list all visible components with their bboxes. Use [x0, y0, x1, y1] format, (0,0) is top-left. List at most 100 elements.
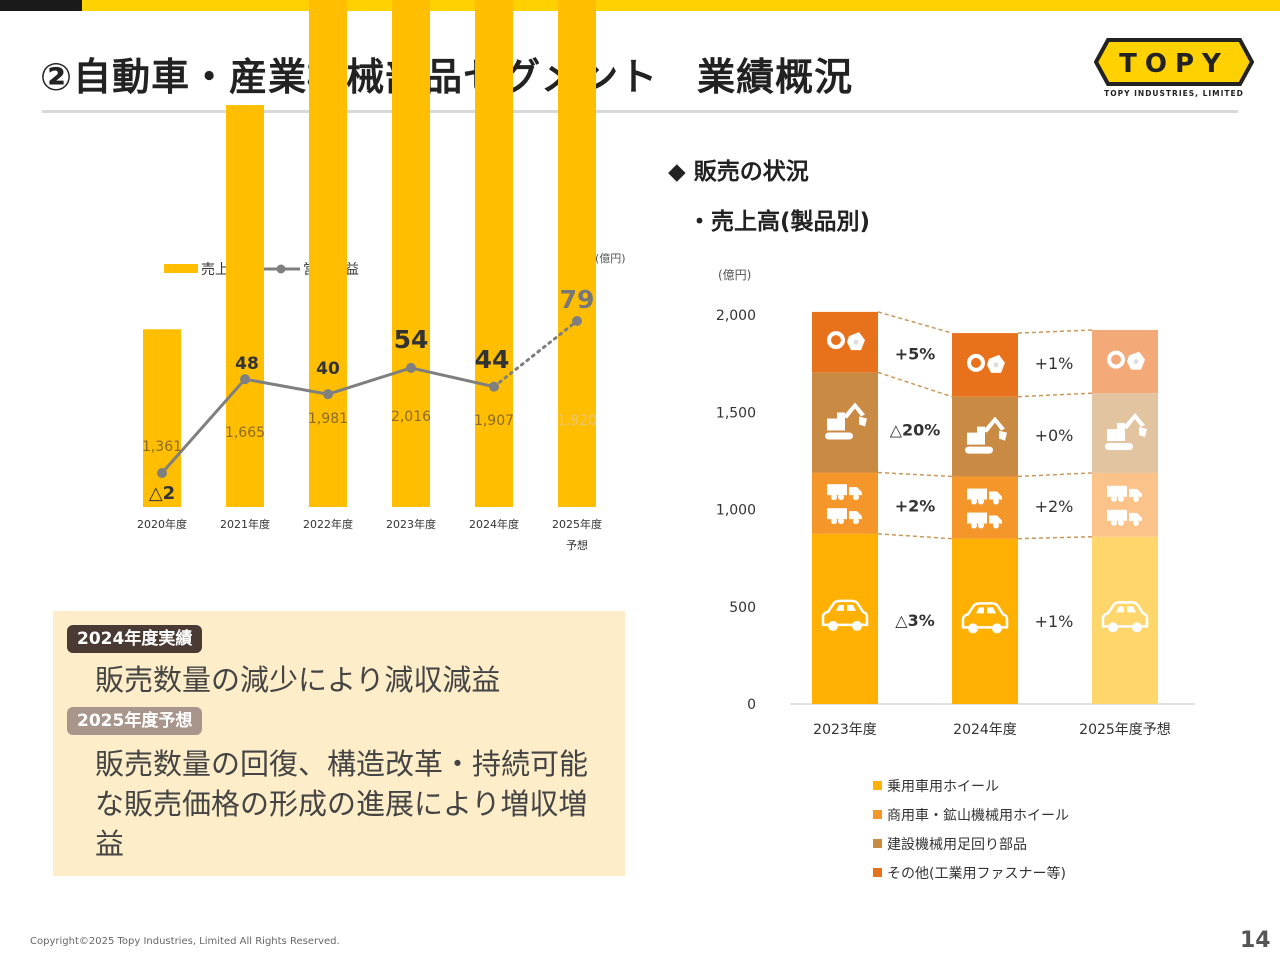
- excavator-icon: [1105, 413, 1147, 451]
- x-tick-label: 2020年度: [137, 517, 187, 531]
- income-data-label: △2: [149, 483, 175, 504]
- legend-label: 乗用車用ホイール: [887, 778, 999, 795]
- truck-icon: [967, 488, 1002, 529]
- fastener-icon: [1107, 350, 1145, 370]
- stack-segment: [1092, 329, 1158, 394]
- car-icon: [1101, 601, 1149, 633]
- y-tick-label: 0: [747, 697, 756, 713]
- top-bar-yellow: [82, 0, 1280, 11]
- top-bar-black: [0, 0, 82, 11]
- sales-data-label: 1,361: [142, 439, 182, 455]
- fastener-icon: [967, 353, 1005, 373]
- x-tick-label: 2023年度: [813, 722, 877, 738]
- x-tick-label: 2025年度予想: [1079, 722, 1171, 738]
- stack-segment: [1092, 472, 1158, 537]
- car-icon: [821, 599, 869, 631]
- income-point: [489, 381, 499, 392]
- connector-line: [877, 371, 953, 398]
- summary-box: 2024年度実績 販売数量の減少により減収減益 2025年度予想 販売数量の回復…: [53, 611, 625, 876]
- change-label: +0%: [1035, 426, 1074, 445]
- legend-swatch: [873, 781, 882, 790]
- sales-data-label: 1,981: [308, 411, 348, 427]
- sales-bar: [475, 0, 513, 507]
- x-tick-label: 2021年度: [220, 517, 270, 531]
- legend-income-marker: [276, 264, 286, 274]
- change-label: △3%: [895, 611, 934, 630]
- connector-line: [1017, 329, 1093, 334]
- svg-text:TOPY: TOPY: [1119, 49, 1229, 79]
- income-data-label: 54: [394, 325, 429, 354]
- section-subheading: ・売上高(製品別): [688, 209, 871, 235]
- change-label: +1%: [1035, 354, 1074, 373]
- legend-label: 商用車・鉱山機械用ホイール: [887, 807, 1069, 824]
- change-label: +2%: [1035, 497, 1074, 516]
- product-sales-stacked-chart: (億円) 0 500 1,000 1,500 2,000 2023年度 2024年度 2025年…: [716, 268, 1195, 882]
- forecast-text: 販売数量の回復、構造改革・持続可能な販売価格の形成の進展により増収増益: [95, 747, 589, 861]
- sales-bar: [558, 0, 596, 507]
- income-data-label: 40: [316, 359, 340, 379]
- change-label: +5%: [895, 345, 936, 364]
- x-tick-label: 2024年度: [953, 722, 1017, 738]
- stack-segment: [812, 311, 878, 373]
- income-point: [323, 389, 333, 400]
- change-label: △20%: [890, 421, 941, 440]
- sales-bar: [309, 0, 347, 507]
- income-point: [240, 374, 250, 385]
- copyright-text: Copyright©2025 Topy Industries, Limited …: [30, 936, 340, 947]
- legend-label: 建設機械用足回り部品: [887, 837, 1027, 853]
- sales-data-label: 2,016: [391, 409, 431, 425]
- excavator-icon: [965, 416, 1007, 454]
- change-label: +1%: [1035, 612, 1074, 631]
- svg-text:TOPY INDUSTRIES, LIMITED: TOPY INDUSTRIES, LIMITED: [1104, 89, 1244, 98]
- income-point: [406, 362, 416, 373]
- connector-line: [877, 533, 953, 540]
- income-point: [572, 316, 582, 326]
- connector-line: [1017, 535, 1093, 540]
- forecast-tag: 2025年度予想: [67, 707, 203, 735]
- x-tick-label: 2024年度: [469, 517, 519, 531]
- actual-tag: 2024年度実績: [67, 625, 203, 653]
- change-label: +2%: [895, 496, 936, 515]
- sales-data-label: 1,920: [557, 413, 597, 429]
- x-tick-label: 2022年度: [303, 517, 353, 531]
- income-data-label: 79: [560, 285, 595, 314]
- sales-bar: [143, 329, 181, 507]
- legend-swatch: [873, 868, 882, 877]
- connector-line: [877, 311, 953, 334]
- section-heading: ◆ 販売の状況: [668, 159, 809, 185]
- stack-segment: [952, 476, 1018, 539]
- y-tick-label: 2,000: [716, 308, 756, 324]
- topy-logo: TOPY TOPY INDUSTRIES, LIMITED: [1094, 38, 1254, 98]
- truck-icon: [827, 484, 862, 525]
- fastener-icon: [827, 331, 865, 351]
- legend-swatch: [873, 839, 882, 848]
- legend-sales-swatch: [164, 264, 198, 273]
- connector-line: [877, 471, 953, 478]
- x-tick-label: 2023年度: [386, 517, 436, 531]
- y-tick-label: 1,000: [716, 503, 756, 519]
- income-data-label: 48: [235, 354, 259, 374]
- actual-text: 販売数量の減少により減収減益: [95, 663, 501, 697]
- page-title: ②自動車・産業機械部品セグメント 業績概況: [40, 55, 854, 99]
- title-divider: [42, 110, 1238, 113]
- car-icon: [961, 602, 1009, 634]
- page-number: 14: [1240, 928, 1271, 953]
- y-tick-label: 1,500: [716, 405, 756, 421]
- chart2-unit: (億円): [718, 268, 751, 282]
- stack-segment: [812, 472, 878, 534]
- y-tick-label: 500: [729, 600, 756, 616]
- truck-icon: [1107, 485, 1142, 526]
- sales-income-chart: (億円)売上高営業利益2020年度2021年度2022年度2023年度2024年…: [137, 0, 626, 552]
- sales-data-label: 1,907: [474, 413, 514, 429]
- chart1-unit: (億円): [595, 252, 626, 265]
- legend-swatch: [873, 810, 882, 819]
- legend-label: その他(工業用ファスナー等): [887, 865, 1066, 882]
- sales-data-label: 1,665: [225, 425, 265, 441]
- connector-line: [1017, 472, 1093, 478]
- x-tick-label: 2025年度: [552, 517, 602, 531]
- stack-segment: [952, 333, 1018, 397]
- sales-bar: [226, 105, 264, 507]
- income-data-label: 44: [475, 345, 510, 374]
- sales-bar: [392, 0, 430, 507]
- connector-line: [1017, 392, 1093, 398]
